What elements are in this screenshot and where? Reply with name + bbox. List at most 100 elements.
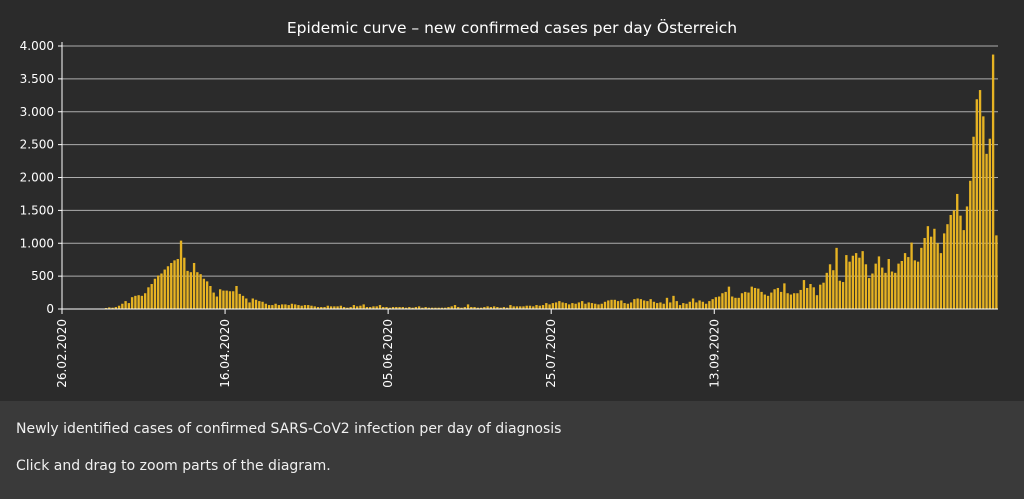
- bar[interactable]: [447, 307, 450, 309]
- bar[interactable]: [675, 301, 678, 309]
- bar[interactable]: [127, 303, 131, 309]
- bar[interactable]: [274, 303, 277, 309]
- bar[interactable]: [189, 272, 192, 309]
- bar[interactable]: [202, 278, 206, 309]
- bar[interactable]: [642, 300, 646, 309]
- bar[interactable]: [121, 303, 124, 309]
- bar[interactable]: [656, 303, 659, 309]
- bar[interactable]: [652, 301, 656, 309]
- bar[interactable]: [267, 305, 271, 309]
- bar[interactable]: [450, 306, 453, 309]
- bar[interactable]: [701, 301, 705, 309]
- bar[interactable]: [117, 305, 121, 309]
- bar[interactable]: [310, 305, 313, 309]
- chart-area[interactable]: Epidemic curve – new confirmed cases per…: [0, 0, 1024, 401]
- bar[interactable]: [280, 304, 284, 309]
- bar[interactable]: [854, 253, 858, 309]
- bar[interactable]: [995, 235, 998, 309]
- bar[interactable]: [509, 305, 512, 309]
- bar[interactable]: [956, 193, 959, 309]
- epidemic-curve-chart[interactable]: Epidemic curve – new confirmed cases per…: [0, 0, 1024, 401]
- bar[interactable]: [489, 307, 493, 309]
- bar[interactable]: [248, 302, 251, 309]
- bar[interactable]: [300, 305, 303, 309]
- bar[interactable]: [792, 293, 796, 309]
- bar[interactable]: [695, 302, 698, 309]
- bar[interactable]: [108, 307, 111, 309]
- bar[interactable]: [378, 305, 382, 309]
- bar[interactable]: [421, 307, 424, 309]
- bar[interactable]: [134, 295, 137, 309]
- bar[interactable]: [763, 294, 766, 309]
- bar[interactable]: [881, 267, 884, 309]
- bar[interactable]: [825, 272, 828, 309]
- bar[interactable]: [545, 303, 548, 309]
- bar[interactable]: [678, 305, 682, 309]
- bar[interactable]: [212, 292, 215, 309]
- bar[interactable]: [143, 293, 147, 309]
- bar[interactable]: [567, 304, 571, 309]
- bar[interactable]: [812, 287, 815, 309]
- bar[interactable]: [196, 272, 199, 309]
- bar[interactable]: [871, 273, 874, 310]
- bar[interactable]: [111, 307, 114, 309]
- bar[interactable]: [802, 280, 806, 309]
- bar[interactable]: [903, 253, 907, 309]
- bar[interactable]: [303, 305, 307, 309]
- bar[interactable]: [581, 301, 584, 309]
- bar[interactable]: [613, 299, 616, 309]
- bar[interactable]: [479, 307, 483, 309]
- bar[interactable]: [170, 262, 173, 309]
- bar[interactable]: [506, 307, 509, 309]
- bar[interactable]: [731, 296, 734, 309]
- bar[interactable]: [424, 307, 427, 309]
- bar[interactable]: [225, 290, 228, 309]
- bar[interactable]: [254, 299, 258, 309]
- bar[interactable]: [453, 305, 457, 309]
- bar[interactable]: [264, 303, 268, 309]
- bar[interactable]: [209, 285, 212, 309]
- bar[interactable]: [483, 307, 486, 309]
- bar[interactable]: [929, 236, 933, 309]
- bar[interactable]: [444, 307, 447, 309]
- bar[interactable]: [858, 257, 861, 309]
- bar[interactable]: [137, 295, 140, 309]
- bar[interactable]: [975, 99, 978, 309]
- bar[interactable]: [620, 300, 623, 309]
- bar[interactable]: [916, 261, 920, 309]
- bar[interactable]: [789, 294, 793, 309]
- bars[interactable]: [101, 54, 998, 310]
- bar[interactable]: [492, 306, 496, 309]
- bar[interactable]: [235, 285, 238, 309]
- bar[interactable]: [166, 266, 170, 309]
- bar[interactable]: [228, 291, 232, 309]
- bar[interactable]: [770, 292, 773, 309]
- bar[interactable]: [352, 305, 356, 309]
- bar[interactable]: [502, 307, 506, 309]
- bar[interactable]: [382, 307, 385, 309]
- bar[interactable]: [205, 281, 209, 309]
- bar[interactable]: [564, 303, 568, 309]
- bar[interactable]: [597, 304, 600, 309]
- bar[interactable]: [760, 291, 763, 309]
- bar[interactable]: [923, 237, 926, 309]
- bar[interactable]: [114, 307, 117, 309]
- bar[interactable]: [629, 302, 633, 309]
- bar[interactable]: [685, 303, 688, 309]
- bar[interactable]: [525, 305, 528, 309]
- bar[interactable]: [391, 307, 395, 309]
- bar[interactable]: [682, 303, 685, 309]
- bar[interactable]: [157, 275, 160, 309]
- bar[interactable]: [284, 304, 287, 309]
- bar[interactable]: [349, 307, 352, 309]
- bar[interactable]: [936, 243, 939, 309]
- bar[interactable]: [538, 305, 541, 309]
- bar[interactable]: [336, 306, 339, 309]
- bar[interactable]: [649, 299, 652, 309]
- bar[interactable]: [783, 283, 786, 309]
- bar[interactable]: [959, 215, 962, 309]
- bar[interactable]: [251, 298, 254, 309]
- bar[interactable]: [841, 282, 845, 309]
- bar[interactable]: [388, 307, 391, 309]
- bar[interactable]: [290, 303, 294, 309]
